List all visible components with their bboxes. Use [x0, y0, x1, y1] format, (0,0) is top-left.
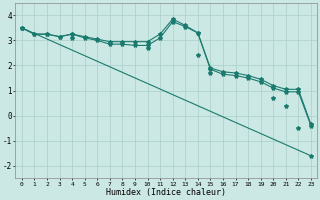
- X-axis label: Humidex (Indice chaleur): Humidex (Indice chaleur): [106, 188, 226, 197]
